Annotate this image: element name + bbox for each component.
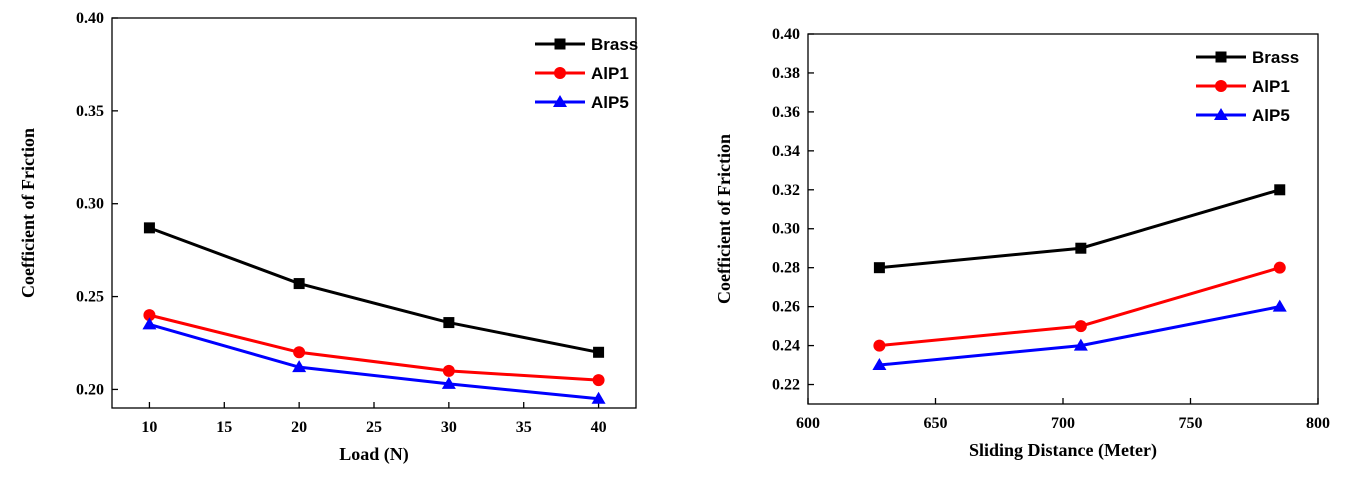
legend-marker-alp1 — [554, 67, 566, 79]
series-line-brass — [879, 188, 1281, 270]
data-point-alp1 — [293, 346, 306, 359]
data-point-alp5 — [142, 317, 157, 330]
data-point-brass — [1075, 242, 1087, 254]
legend-marker-brass — [1215, 51, 1227, 63]
data-point-brass — [143, 222, 155, 234]
legend-label: Brass — [591, 35, 638, 54]
legend-marker-alp5 — [1214, 108, 1228, 120]
y-tick-label: 0.28 — [772, 260, 800, 277]
legend-label: Brass — [1252, 48, 1299, 67]
x-axis-title: Sliding Distance (Meter) — [969, 440, 1157, 461]
data-point-brass — [1274, 184, 1286, 196]
y-axis-title: Coefficient of Friction — [714, 134, 734, 304]
x-tick-label: 600 — [796, 415, 820, 432]
legend-label: AlP5 — [1252, 106, 1290, 125]
y-tick-label: 0.35 — [76, 103, 104, 120]
legend-marker-alp5 — [553, 95, 567, 107]
data-point-brass — [443, 317, 455, 329]
data-point-alp1 — [592, 374, 605, 387]
data-point-alp1 — [873, 339, 886, 352]
y-tick-label: 0.30 — [772, 221, 800, 238]
x-tick-label: 30 — [441, 419, 457, 436]
data-point-alp5 — [1272, 299, 1287, 312]
x-tick-label: 40 — [591, 419, 607, 436]
data-point-alp5 — [1073, 338, 1088, 351]
series-line-alp5 — [149, 322, 599, 401]
data-point-alp1 — [442, 364, 455, 377]
y-tick-label: 0.24 — [772, 338, 800, 355]
y-tick-label: 0.32 — [772, 182, 800, 199]
x-tick-label: 20 — [291, 419, 307, 436]
data-point-alp5 — [292, 360, 307, 373]
legend-label: AlP5 — [591, 93, 629, 112]
y-axis-title: Coefficient of Friction — [18, 128, 38, 298]
y-tick-label: 0.25 — [76, 289, 104, 306]
x-tick-label: 25 — [366, 419, 382, 436]
data-point-brass — [873, 262, 885, 274]
data-point-alp5 — [591, 391, 606, 404]
y-tick-label: 0.40 — [772, 26, 800, 43]
x-tick-label: 650 — [924, 415, 948, 432]
chart-load: 0.20 0.25 0.30 0.35 0.40 10 15 20 25 30 35 40 Load (… — [18, 10, 638, 465]
y-tick-label: 0.34 — [772, 143, 800, 160]
series-line-brass — [148, 226, 599, 354]
x-axis-title: Load (N) — [339, 444, 409, 465]
data-point-brass — [593, 346, 605, 358]
y-tick-label: 0.30 — [76, 196, 104, 213]
data-point-alp5 — [872, 358, 887, 371]
series-line-alp1 — [879, 266, 1281, 348]
data-point-alp1 — [1273, 261, 1286, 274]
data-point-alp1 — [143, 309, 156, 322]
y-tick-label: 0.22 — [772, 377, 800, 394]
data-point-brass — [293, 278, 305, 290]
y-tick-label: 0.26 — [772, 299, 800, 316]
legend-label: AlP1 — [591, 64, 629, 83]
data-point-alp5 — [441, 376, 456, 389]
x-tick-label: 800 — [1306, 415, 1330, 432]
x-tick-label: 15 — [216, 419, 232, 436]
x-tick-label: 35 — [516, 419, 532, 436]
data-point-alp1 — [1074, 320, 1087, 333]
legend-marker-alp1 — [1215, 80, 1227, 92]
x-tick-label: 10 — [141, 419, 157, 436]
series-line-alp1 — [149, 313, 599, 382]
x-tick-label: 750 — [1179, 415, 1203, 432]
y-tick-label: 0.40 — [76, 10, 104, 27]
chart-sliding-distance: 0.22 0.24 0.26 0.28 0.30 0.32 0.34 0.36 0.38 0.40… — [714, 26, 1330, 461]
y-tick-label: 0.36 — [772, 104, 800, 121]
series-line-alp5 — [879, 305, 1281, 367]
legend-label: AlP1 — [1252, 77, 1290, 96]
x-tick-label: 700 — [1051, 415, 1075, 432]
legend-marker-brass — [554, 38, 566, 50]
y-tick-label: 0.38 — [772, 65, 800, 82]
y-tick-label: 0.20 — [76, 381, 104, 398]
